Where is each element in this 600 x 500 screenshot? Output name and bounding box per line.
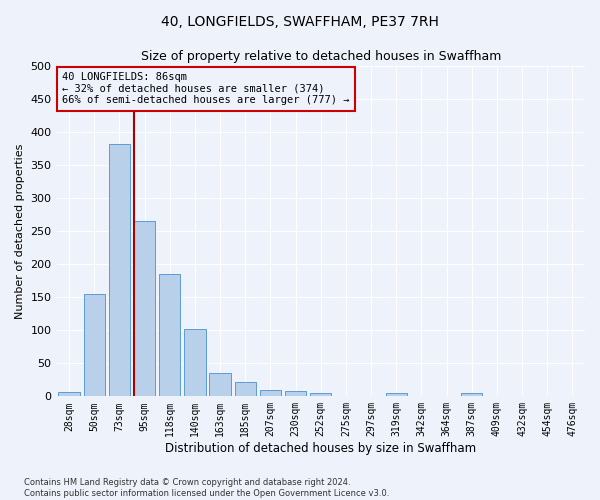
Bar xyxy=(260,390,281,396)
Text: Contains HM Land Registry data © Crown copyright and database right 2024.
Contai: Contains HM Land Registry data © Crown c… xyxy=(24,478,389,498)
Bar xyxy=(285,391,307,396)
Bar xyxy=(386,393,407,396)
Bar xyxy=(134,221,155,396)
X-axis label: Distribution of detached houses by size in Swaffham: Distribution of detached houses by size … xyxy=(165,442,476,455)
Bar xyxy=(184,329,206,396)
Bar xyxy=(109,144,130,396)
Bar xyxy=(83,294,105,396)
Bar xyxy=(461,393,482,396)
Title: Size of property relative to detached houses in Swaffham: Size of property relative to detached ho… xyxy=(140,50,501,63)
Bar xyxy=(310,393,331,396)
Bar xyxy=(58,392,80,396)
Bar xyxy=(209,372,231,396)
Text: 40, LONGFIELDS, SWAFFHAM, PE37 7RH: 40, LONGFIELDS, SWAFFHAM, PE37 7RH xyxy=(161,15,439,29)
Bar xyxy=(159,274,181,396)
Text: 40 LONGFIELDS: 86sqm
← 32% of detached houses are smaller (374)
66% of semi-deta: 40 LONGFIELDS: 86sqm ← 32% of detached h… xyxy=(62,72,349,106)
Y-axis label: Number of detached properties: Number of detached properties xyxy=(15,144,25,318)
Bar xyxy=(235,382,256,396)
